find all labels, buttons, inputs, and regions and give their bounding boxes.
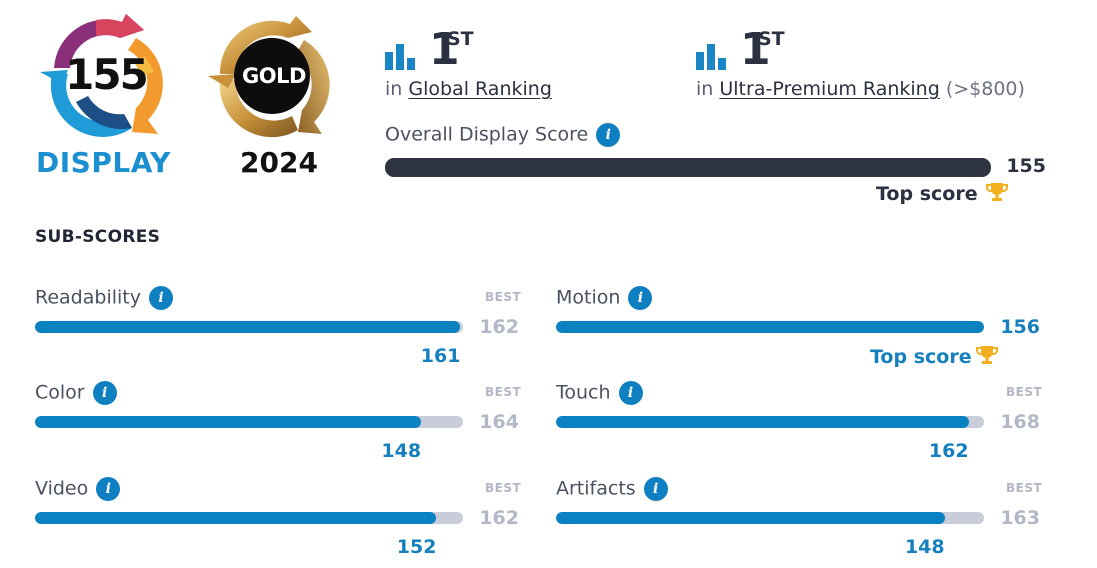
bar-chart-icon: [385, 44, 415, 70]
best-score-value: 162: [479, 316, 519, 338]
subscore-bar-fill: [35, 416, 422, 428]
info-icon[interactable]: i: [92, 381, 117, 405]
ultra-premium-ranking-link[interactable]: Ultra-Premium Ranking: [719, 78, 940, 100]
subscore-label: Video: [35, 477, 89, 500]
best-score-value: 168: [1000, 411, 1040, 433]
top-score-label: Top score: [876, 183, 978, 205]
subscore-bar-track: [556, 416, 984, 428]
best-score-value: 164: [479, 411, 519, 433]
top-score-label: Top score: [870, 346, 972, 368]
subscore-label: Motion: [556, 286, 621, 309]
gold-badge-ring: [208, 16, 330, 138]
gold-badge-label: GOLD: [242, 64, 306, 88]
subscore-bar-track: [35, 321, 463, 333]
subscore-label-row: Motion i: [556, 286, 653, 310]
display-score-value: 155: [65, 50, 149, 99]
subscore-label-row: Video i: [35, 477, 121, 501]
subscore-bar-fill: [556, 512, 945, 524]
subscore-bar-track: [556, 321, 984, 333]
subscore-label: Touch: [556, 381, 611, 404]
subscore-bar-fill: [35, 512, 437, 524]
global-rank-suffix: ST: [447, 28, 474, 50]
subscore-value: 162: [928, 440, 969, 462]
ultra-premium-rank-suffix: ST: [758, 28, 785, 50]
info-icon[interactable]: i: [618, 381, 643, 405]
display-badge-ring: [40, 14, 163, 137]
best-label: BEST: [1006, 481, 1043, 495]
subscore-label: Artifacts: [556, 477, 636, 500]
subscore-label-row: Artifacts i: [556, 477, 668, 501]
display-badge-caption: DISPLAY: [36, 146, 171, 179]
info-icon[interactable]: i: [148, 286, 173, 310]
best-score-value: 163: [1000, 507, 1040, 529]
global-ranking-prefix: in: [385, 78, 403, 100]
best-label: BEST: [485, 290, 522, 304]
subscore-label: Readability: [35, 286, 141, 309]
subscore-label: Color: [35, 381, 85, 404]
subscore-value: 148: [381, 440, 422, 462]
subscore-value: 156: [1000, 316, 1040, 338]
ultra-premium-ranking-prefix: in: [696, 78, 714, 100]
price-range-note: (>$800): [945, 78, 1025, 100]
best-score-value: 162: [479, 507, 519, 529]
subscore-value: 152: [396, 536, 437, 558]
trophy-icon: [975, 346, 998, 364]
subscore-bar-track: [556, 512, 984, 524]
info-icon[interactable]: i: [643, 477, 668, 501]
overall-score-value: 155: [1006, 155, 1046, 177]
subscore-label-row: Readability i: [35, 286, 173, 310]
info-icon[interactable]: i: [628, 286, 653, 310]
global-rank-number: 1: [429, 24, 460, 75]
subscore-label-row: Color i: [35, 381, 117, 405]
global-ranking-link[interactable]: Global Ranking: [408, 78, 552, 100]
sub-scores-title: SUB-SCORES: [35, 227, 161, 247]
subscore-top-score: Top score: [870, 344, 998, 368]
ultra-premium-ranking-line: in Ultra-Premium Ranking (>$800): [696, 78, 1025, 100]
subscore-bar-track: [35, 512, 463, 524]
global-ranking-line: in Global Ranking: [385, 78, 552, 100]
subscore-value: 161: [420, 345, 461, 367]
award-year: 2024: [240, 146, 318, 179]
display-score-badge: 155: [36, 10, 176, 138]
subscore-bar-fill: [556, 416, 969, 428]
trophy-icon: [986, 183, 1009, 201]
info-icon[interactable]: i: [96, 477, 121, 501]
subscore-bar-fill: [556, 321, 984, 333]
best-label: BEST: [485, 481, 522, 495]
bar-chart-icon: [696, 44, 726, 70]
gold-award-badge: GOLD: [206, 14, 338, 138]
ultra-premium-rank-number: 1: [740, 24, 771, 75]
best-label: BEST: [1006, 385, 1043, 399]
info-icon[interactable]: i: [596, 123, 621, 147]
overall-top-score: Top score: [876, 181, 1009, 205]
subscore-label-row: Touch i: [556, 381, 643, 405]
overall-score-label-row: Overall Display Score i: [385, 123, 621, 147]
overall-score-label: Overall Display Score: [385, 123, 589, 146]
subscore-bar-track: [35, 416, 463, 428]
subscore-bar-fill: [35, 321, 461, 333]
overall-score-bar: [385, 158, 991, 177]
best-label: BEST: [485, 385, 522, 399]
subscore-value: 148: [904, 536, 945, 558]
